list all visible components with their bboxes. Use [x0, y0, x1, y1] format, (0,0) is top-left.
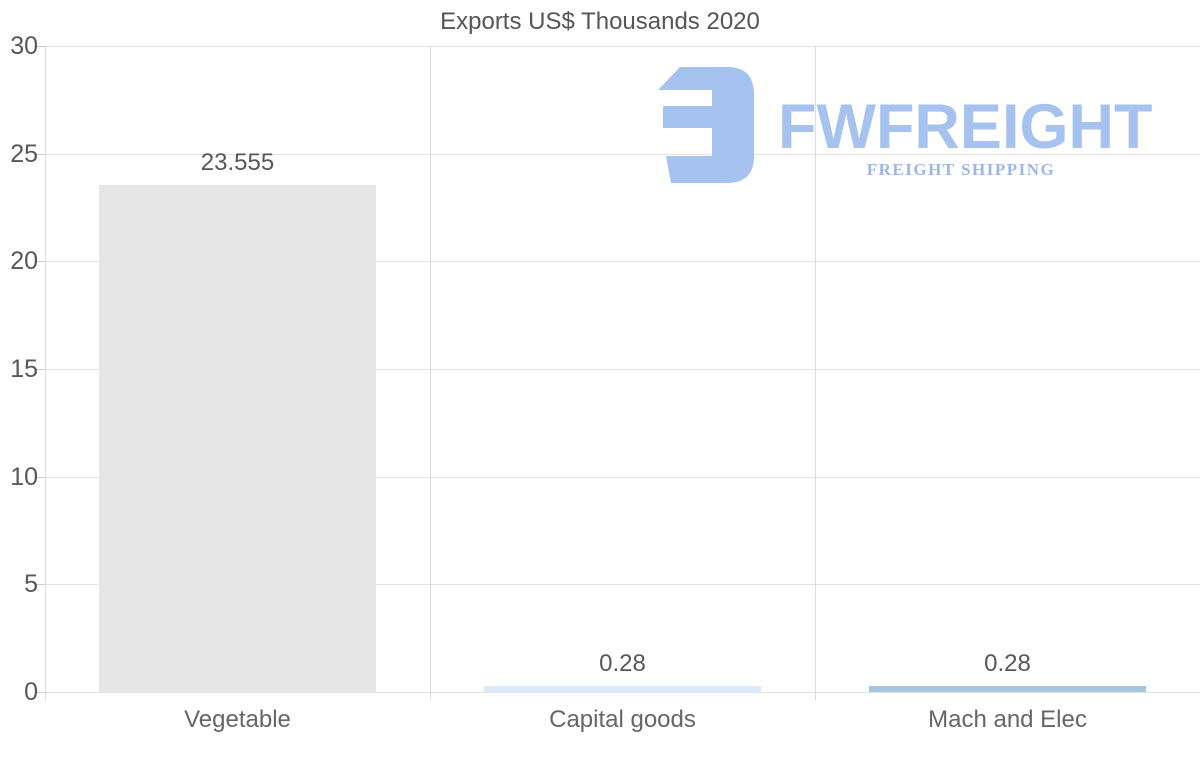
bar-value-label: 0.28	[599, 649, 646, 677]
gridline-y-25	[45, 153, 1200, 155]
y-tick-mark-20	[36, 261, 45, 263]
y-tick-label-10: 10	[10, 462, 38, 491]
fwfreight-logo-icon	[658, 67, 754, 183]
category-label: Capital goods	[549, 706, 696, 733]
category-separator	[430, 46, 431, 700]
y-tick-label-5: 5	[24, 570, 38, 599]
category-label: Vegetable	[184, 706, 291, 733]
gridline-y-5	[45, 584, 1200, 586]
bar-capital-goods	[484, 685, 761, 692]
y-tick-mark-25	[36, 153, 45, 155]
y-tick-label-30: 30	[10, 32, 38, 60]
y-tick-mark-0	[36, 692, 45, 693]
brand-tagline: FREIGHT SHIPPING	[866, 160, 1056, 179]
y-tick-label-20: 20	[10, 247, 38, 276]
category-separator	[815, 46, 816, 700]
gridline-y-20	[45, 261, 1200, 263]
gridline-y-15	[45, 369, 1200, 370]
gridline-y-30	[45, 46, 1200, 47]
y-tick-mark-10	[36, 476, 45, 478]
chart-title: Exports US$ Thousands 2020	[440, 8, 760, 35]
y-tick-mark-30	[36, 46, 45, 47]
y-tick-label-25: 25	[10, 139, 38, 168]
category-label: Mach and Elec	[928, 706, 1087, 733]
fwfreight-watermark: FWFREIGHT FREIGHT SHIPPING	[650, 67, 1153, 187]
bar-vegetable	[99, 184, 376, 692]
y-tick-label-0: 0	[24, 678, 38, 706]
gridline-y-0	[45, 692, 1200, 693]
y-tick-mark-15	[36, 369, 45, 370]
brand-text: FWFREIGHT	[778, 92, 1153, 162]
bar-value-label: 0.28	[984, 649, 1031, 677]
y-axis-line	[45, 46, 46, 700]
bar-mach-and-elec	[869, 685, 1146, 692]
bar-value-label: 23.555	[200, 148, 275, 176]
gridline-y-10	[45, 476, 1200, 478]
y-tick-label-15: 15	[10, 355, 38, 383]
y-tick-mark-5	[36, 584, 45, 586]
